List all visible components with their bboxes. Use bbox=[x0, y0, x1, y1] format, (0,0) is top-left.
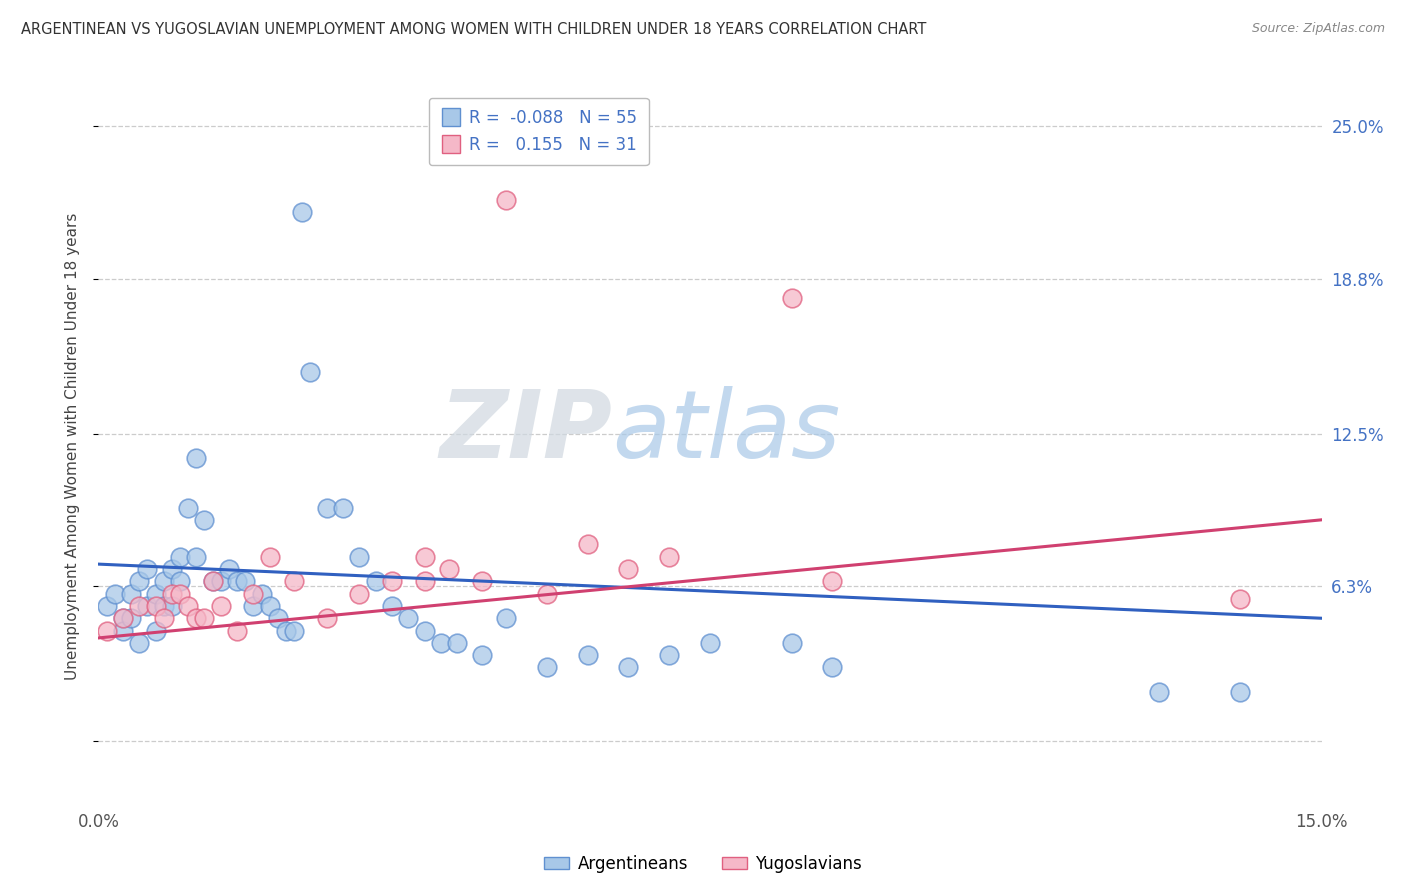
Point bbox=[396, 611, 419, 625]
Point bbox=[437, 562, 460, 576]
Point bbox=[209, 599, 232, 613]
Point bbox=[169, 549, 191, 564]
Text: ZIP: ZIP bbox=[439, 385, 612, 478]
Legend: R =  -0.088   N = 55, R =   0.155   N = 31: R = -0.088 N = 55, R = 0.155 N = 31 bbox=[429, 97, 648, 165]
Point bbox=[536, 660, 558, 674]
Point bbox=[209, 574, 232, 589]
Point bbox=[111, 611, 134, 625]
Point bbox=[136, 562, 159, 576]
Point bbox=[201, 574, 224, 589]
Point bbox=[471, 648, 494, 662]
Point bbox=[349, 549, 371, 564]
Point bbox=[617, 562, 640, 576]
Point bbox=[364, 574, 387, 589]
Point bbox=[332, 500, 354, 515]
Point bbox=[233, 574, 256, 589]
Point bbox=[1229, 591, 1251, 606]
Point bbox=[250, 587, 273, 601]
Point bbox=[413, 624, 436, 638]
Point bbox=[299, 365, 322, 379]
Point bbox=[193, 611, 215, 625]
Point bbox=[177, 599, 200, 613]
Point bbox=[152, 574, 174, 589]
Point bbox=[291, 205, 314, 219]
Point bbox=[96, 599, 118, 613]
Point bbox=[349, 587, 371, 601]
Point bbox=[96, 624, 118, 638]
Point bbox=[128, 636, 150, 650]
Point bbox=[495, 193, 517, 207]
Point bbox=[267, 611, 290, 625]
Legend: Argentineans, Yugoslavians: Argentineans, Yugoslavians bbox=[537, 848, 869, 880]
Point bbox=[226, 574, 249, 589]
Point bbox=[128, 574, 150, 589]
Point bbox=[152, 599, 174, 613]
Point bbox=[186, 451, 208, 466]
Point bbox=[111, 624, 134, 638]
Point bbox=[120, 587, 142, 601]
Point bbox=[128, 599, 150, 613]
Point bbox=[274, 624, 297, 638]
Point bbox=[160, 599, 183, 613]
Point bbox=[145, 587, 167, 601]
Point bbox=[780, 291, 803, 305]
Point bbox=[413, 574, 436, 589]
Point bbox=[1147, 685, 1170, 699]
Point bbox=[658, 648, 681, 662]
Point bbox=[821, 660, 844, 674]
Point bbox=[242, 587, 264, 601]
Point bbox=[136, 599, 159, 613]
Point bbox=[283, 574, 305, 589]
Point bbox=[259, 549, 281, 564]
Point bbox=[658, 549, 681, 564]
Point bbox=[576, 648, 599, 662]
Point bbox=[617, 660, 640, 674]
Point bbox=[160, 562, 183, 576]
Point bbox=[780, 636, 803, 650]
Point bbox=[120, 611, 142, 625]
Point bbox=[169, 574, 191, 589]
Point bbox=[186, 611, 208, 625]
Point bbox=[283, 624, 305, 638]
Point bbox=[104, 587, 127, 601]
Point bbox=[186, 549, 208, 564]
Point bbox=[315, 500, 337, 515]
Point bbox=[576, 537, 599, 551]
Point bbox=[152, 611, 174, 625]
Point bbox=[699, 636, 721, 650]
Point bbox=[160, 587, 183, 601]
Point bbox=[430, 636, 453, 650]
Point bbox=[145, 624, 167, 638]
Point bbox=[315, 611, 337, 625]
Point bbox=[1229, 685, 1251, 699]
Point bbox=[226, 624, 249, 638]
Point bbox=[242, 599, 264, 613]
Point bbox=[381, 574, 404, 589]
Point bbox=[169, 587, 191, 601]
Point bbox=[259, 599, 281, 613]
Point bbox=[193, 513, 215, 527]
Y-axis label: Unemployment Among Women with Children Under 18 years: Unemployment Among Women with Children U… bbox=[65, 212, 80, 680]
Point bbox=[495, 611, 517, 625]
Text: Source: ZipAtlas.com: Source: ZipAtlas.com bbox=[1251, 22, 1385, 36]
Point bbox=[218, 562, 240, 576]
Point bbox=[471, 574, 494, 589]
Point bbox=[536, 587, 558, 601]
Point bbox=[821, 574, 844, 589]
Point bbox=[177, 500, 200, 515]
Point bbox=[381, 599, 404, 613]
Point bbox=[201, 574, 224, 589]
Point bbox=[145, 599, 167, 613]
Text: atlas: atlas bbox=[612, 386, 841, 477]
Point bbox=[446, 636, 468, 650]
Text: ARGENTINEAN VS YUGOSLAVIAN UNEMPLOYMENT AMONG WOMEN WITH CHILDREN UNDER 18 YEARS: ARGENTINEAN VS YUGOSLAVIAN UNEMPLOYMENT … bbox=[21, 22, 927, 37]
Point bbox=[413, 549, 436, 564]
Point bbox=[111, 611, 134, 625]
